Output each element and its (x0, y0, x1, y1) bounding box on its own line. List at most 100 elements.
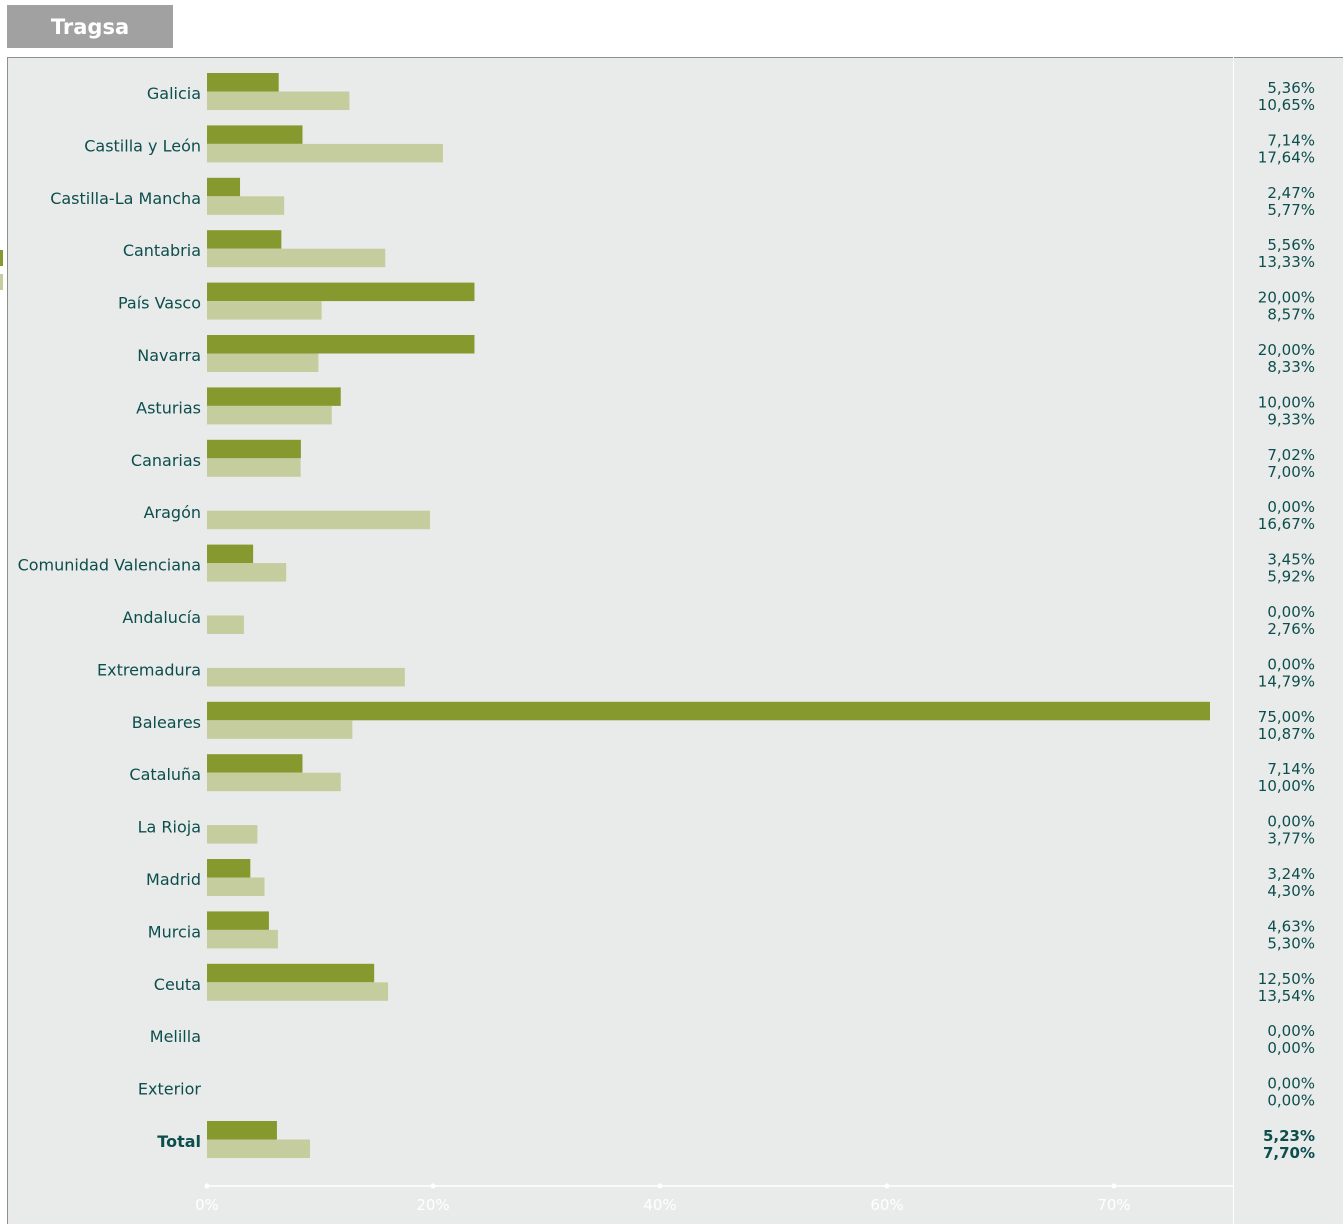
category-label: Castilla y León (84, 136, 201, 155)
value-label-series-1: 20,00% (1258, 341, 1315, 359)
category-label: Galicia (147, 84, 201, 103)
value-label-series-2: 13,54% (1258, 987, 1315, 1005)
value-label-series-2: 5,77% (1267, 201, 1315, 219)
x-tick-mark (657, 1183, 663, 1189)
bar-series-2 (207, 615, 244, 634)
category-label: Baleares (132, 713, 201, 732)
bar-series-2 (207, 248, 386, 268)
bar-series-1 (207, 439, 301, 459)
value-label-series-1: 0,00% (1267, 655, 1315, 673)
value-label-series-2: 4,30% (1267, 882, 1315, 900)
category-label: Total (157, 1132, 201, 1151)
value-label-series-1: 10,00% (1258, 393, 1315, 411)
bar-series-2 (207, 143, 443, 163)
value-label-series-2: 10,00% (1258, 777, 1315, 795)
bar-series-2 (207, 982, 389, 1001)
bar-series-2 (207, 667, 405, 687)
x-tick-label: 0% (195, 1196, 219, 1214)
category-label: Aragón (144, 503, 201, 522)
value-label-series-1: 2,47% (1267, 184, 1315, 202)
bar-series-2 (207, 877, 265, 896)
category-label: Ceuta (154, 975, 201, 994)
category-label: Cantabria (123, 241, 201, 260)
value-label-series-1: 12,50% (1258, 970, 1315, 988)
value-label-series-1: 5,36% (1267, 79, 1315, 97)
value-label-series-1: 7,02% (1267, 446, 1315, 464)
value-label-series-2: 3,77% (1267, 830, 1315, 848)
value-label-series-2: 16,67% (1258, 515, 1315, 533)
category-label: Canarias (131, 451, 201, 470)
bar-series-1 (207, 963, 375, 983)
category-label: Asturias (136, 398, 201, 417)
x-tick-label: 70% (1097, 1196, 1130, 1214)
legend-swatch-series-1 (0, 250, 3, 266)
value-label-series-1: 0,00% (1267, 603, 1315, 621)
value-label-series-2: 2,76% (1267, 620, 1315, 638)
value-label-series-1: 0,00% (1267, 1075, 1315, 1093)
value-label-series-2: 10,65% (1258, 96, 1315, 114)
value-label-series-1: 3,24% (1267, 865, 1315, 883)
bar-series-2 (207, 772, 341, 792)
category-label: Extremadura (97, 660, 201, 679)
x-tick-label: 20% (416, 1196, 449, 1214)
value-label-series-2: 10,87% (1258, 725, 1315, 743)
bar-series-1 (207, 73, 279, 92)
x-tick-mark (884, 1183, 890, 1189)
value-column-divider (1233, 57, 1234, 1224)
bar-series-1 (207, 701, 1210, 721)
bar-series-2 (207, 196, 285, 215)
bar-series-1 (207, 282, 475, 302)
value-label-series-1: 3,45% (1267, 551, 1315, 569)
bar-series-2 (207, 405, 332, 425)
value-label-series-2: 0,00% (1267, 1092, 1315, 1110)
value-label-series-1: 7,14% (1267, 760, 1315, 778)
category-label: Murcia (148, 922, 201, 941)
bar-series-2 (207, 353, 319, 372)
bar-series-2 (207, 458, 301, 477)
value-label-series-2: 17,64% (1258, 148, 1315, 166)
value-label-series-2: 13,33% (1258, 253, 1315, 271)
bar-series-2 (207, 825, 258, 844)
category-label: Navarra (137, 346, 201, 365)
category-label: Castilla-La Mancha (50, 189, 201, 208)
value-label-series-2: 7,70% (1263, 1144, 1315, 1162)
value-label-series-2: 14,79% (1258, 672, 1315, 690)
x-tick-mark (1111, 1183, 1117, 1189)
bar-series-2 (207, 1139, 310, 1158)
category-label: Madrid (146, 870, 201, 889)
value-label-series-1: 75,00% (1258, 708, 1315, 726)
category-label: Exterior (138, 1080, 202, 1099)
bar-series-1 (207, 125, 303, 144)
value-label-series-1: 0,00% (1267, 813, 1315, 831)
bar-series-1 (207, 177, 241, 197)
category-label: Andalucía (122, 608, 201, 627)
bar-series-2 (207, 563, 287, 582)
value-label-series-2: 5,92% (1267, 568, 1315, 586)
value-label-series-2: 0,00% (1267, 1039, 1315, 1057)
x-tick-mark (204, 1183, 210, 1189)
bar-series-1 (207, 335, 475, 354)
value-label-series-2: 8,57% (1267, 306, 1315, 324)
bar-series-2 (207, 91, 350, 110)
category-label: Comunidad Valenciana (18, 556, 201, 575)
x-tick-label: 60% (870, 1196, 903, 1214)
value-label-series-2: 7,00% (1267, 463, 1315, 481)
x-tick-label: 40% (643, 1196, 676, 1214)
category-label: Cataluña (129, 765, 201, 784)
category-label: Melilla (150, 1027, 201, 1046)
bar-series-2 (207, 510, 430, 530)
bar-series-1 (207, 230, 282, 249)
value-label-series-1: 0,00% (1267, 1022, 1315, 1040)
bar-series-1 (207, 911, 269, 930)
value-label-series-1: 4,63% (1267, 917, 1315, 935)
value-label-series-2: 8,33% (1267, 358, 1315, 376)
value-label-series-1: 20,00% (1258, 289, 1315, 307)
bar-series-1 (207, 859, 251, 878)
value-label-series-2: 9,33% (1267, 410, 1315, 428)
bar-series-1 (207, 387, 341, 406)
chart-header-title: Tragsa (50, 14, 130, 39)
category-label: La Rioja (138, 818, 201, 837)
value-label-series-1: 0,00% (1267, 498, 1315, 516)
value-label-series-1: 5,56% (1267, 236, 1315, 254)
